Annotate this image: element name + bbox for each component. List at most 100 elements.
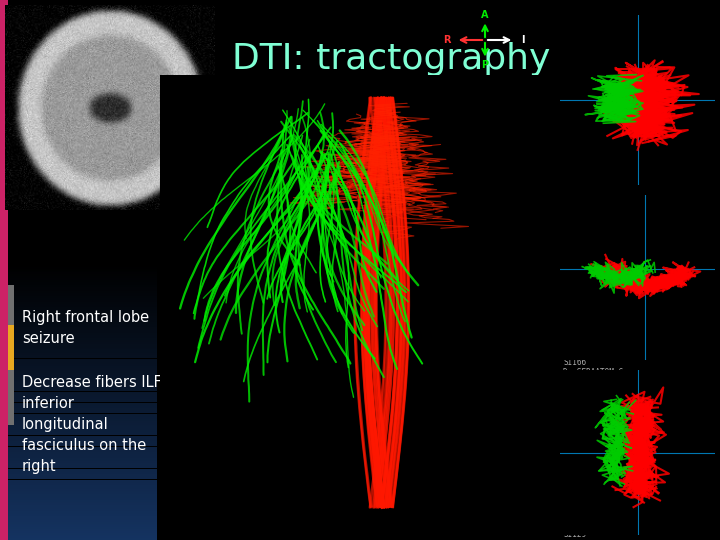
Bar [0, 469, 157, 470]
Bar [0, 335, 157, 336]
Bar [0, 344, 157, 346]
Bar [8, 325, 14, 370]
Bar [0, 421, 157, 423]
Bar [0, 285, 157, 287]
Text: Right frontal lobe
seizure: Right frontal lobe seizure [22, 310, 149, 346]
Bar [0, 280, 157, 281]
Bar [0, 434, 157, 435]
Bar [0, 384, 157, 386]
Bar [0, 351, 157, 353]
Bar [0, 415, 157, 417]
Bar [0, 444, 157, 447]
Bar [0, 278, 157, 280]
Bar [0, 322, 157, 323]
Bar [0, 507, 157, 509]
Bar [0, 323, 157, 326]
Bar [0, 527, 157, 529]
Bar [0, 362, 157, 364]
Bar [0, 401, 157, 402]
Bar [0, 355, 157, 356]
Bar [0, 293, 157, 294]
Bar [0, 441, 157, 443]
Bar [0, 316, 157, 318]
Text: SI129
Dw:SERAATOM C: SI129 Dw:SERAATOM C [563, 530, 623, 540]
Bar [0, 430, 157, 432]
Bar [0, 461, 157, 463]
Bar [0, 439, 157, 441]
Bar [0, 520, 157, 522]
Bar [0, 452, 157, 454]
Bar [8, 285, 14, 425]
Bar [0, 456, 157, 457]
Bar [0, 314, 157, 316]
Bar [0, 509, 157, 511]
Bar [0, 284, 157, 285]
Bar [0, 463, 157, 465]
Bar [0, 408, 157, 410]
Bar [0, 490, 157, 492]
Bar [0, 372, 157, 373]
Bar [0, 511, 157, 512]
Bar [0, 298, 157, 300]
Bar [0, 404, 157, 406]
Bar [0, 393, 157, 395]
Bar [0, 518, 157, 520]
Bar [0, 460, 157, 461]
Bar [0, 467, 157, 469]
Bar [0, 340, 157, 342]
Bar [0, 503, 157, 505]
Bar [0, 342, 157, 344]
Bar [0, 492, 157, 494]
Bar [0, 474, 157, 476]
Bar [0, 0, 8, 540]
Bar [0, 379, 157, 381]
Bar [0, 311, 157, 313]
Bar [0, 447, 157, 448]
Bar [0, 271, 157, 272]
Bar [0, 356, 157, 359]
Bar [0, 382, 157, 384]
Bar [0, 432, 157, 434]
Bar [0, 272, 157, 274]
Bar [0, 489, 157, 490]
Bar [0, 395, 157, 397]
Text: R: R [443, 35, 451, 45]
Bar [0, 476, 157, 478]
Bar [0, 373, 157, 375]
Bar [0, 336, 157, 339]
Bar [0, 349, 157, 351]
Bar [0, 443, 157, 444]
Bar [0, 377, 157, 379]
Bar [0, 296, 157, 298]
Bar [0, 302, 157, 303]
Bar [0, 267, 157, 269]
Bar [0, 287, 157, 289]
Bar [0, 402, 157, 404]
Bar [0, 392, 157, 393]
Bar [0, 525, 157, 527]
Bar [0, 424, 157, 427]
Bar [0, 457, 157, 460]
Bar [0, 522, 157, 523]
Text: DTI: tractography: DTI: tractography [232, 42, 550, 76]
Bar [0, 419, 157, 421]
Bar [0, 327, 157, 329]
Bar [0, 289, 157, 291]
Bar [0, 483, 157, 485]
Text: Decrease fibers ILF:
inferior
longitudinal
fasciculus on the
right: Decrease fibers ILF: inferior longitudin… [22, 375, 166, 474]
Bar [0, 502, 157, 503]
Bar [0, 281, 157, 284]
Bar [0, 411, 157, 414]
Bar [0, 346, 157, 348]
Bar [0, 333, 157, 335]
Bar [0, 300, 157, 302]
Bar [0, 381, 157, 382]
Bar [0, 386, 157, 388]
Bar [0, 269, 157, 271]
Bar [0, 274, 157, 276]
Bar [0, 480, 157, 481]
Bar [0, 538, 157, 540]
Bar [0, 291, 157, 293]
Bar [0, 428, 157, 430]
Bar [0, 478, 157, 480]
